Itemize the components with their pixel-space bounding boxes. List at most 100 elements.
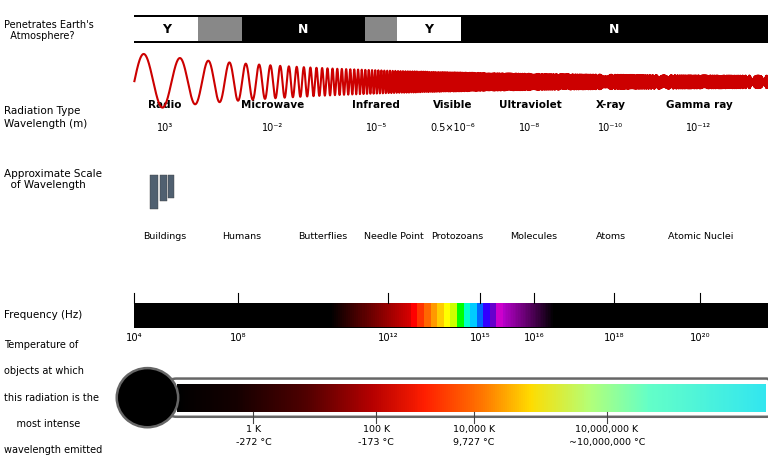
Bar [184, 384, 187, 412]
Bar [721, 384, 723, 412]
Bar [634, 384, 637, 412]
Bar [160, 175, 167, 201]
Bar [725, 384, 727, 412]
Text: Radio: Radio [148, 100, 182, 110]
Bar [672, 384, 674, 412]
Bar [497, 384, 499, 412]
Bar [496, 303, 503, 327]
Bar [212, 384, 214, 412]
Bar [360, 303, 362, 327]
Bar [653, 384, 654, 412]
Bar [405, 384, 407, 412]
Bar [438, 384, 440, 412]
Bar [389, 303, 391, 327]
Bar [285, 384, 286, 412]
Bar [485, 384, 487, 412]
Bar [688, 384, 690, 412]
Text: Atmosphere?: Atmosphere? [4, 31, 74, 41]
Bar [366, 384, 367, 412]
Bar [318, 384, 320, 412]
Bar [425, 384, 426, 412]
Text: Needle Point: Needle Point [364, 232, 424, 241]
Bar [546, 303, 548, 327]
Bar [359, 384, 362, 412]
Bar [552, 384, 554, 412]
Bar [267, 384, 269, 412]
Bar [243, 384, 246, 412]
Bar [682, 384, 684, 412]
Bar [513, 384, 515, 412]
Bar [731, 384, 733, 412]
Bar [324, 384, 326, 412]
Bar [353, 384, 356, 412]
Text: Penetrates Earth's: Penetrates Earth's [4, 20, 94, 30]
Bar [339, 384, 342, 412]
Bar [202, 384, 204, 412]
Bar [755, 384, 756, 412]
Bar [554, 384, 556, 412]
Bar [342, 384, 344, 412]
Bar [545, 303, 546, 327]
Text: 10⁻⁸: 10⁻⁸ [519, 123, 541, 133]
Text: Temperature of: Temperature of [4, 340, 78, 350]
Bar [515, 384, 517, 412]
Text: 10,000 K: 10,000 K [453, 425, 495, 434]
Bar [208, 384, 210, 412]
Bar [188, 384, 190, 412]
Bar [578, 384, 580, 412]
Bar [713, 384, 715, 412]
Bar [316, 384, 318, 412]
Bar [330, 303, 333, 327]
Bar [633, 384, 634, 412]
Bar [707, 384, 710, 412]
Bar [541, 384, 542, 412]
Text: Protozoans: Protozoans [431, 232, 483, 241]
Bar [753, 384, 755, 412]
Text: this radiation is the: this radiation is the [4, 393, 99, 403]
Bar [629, 384, 631, 412]
Bar [168, 175, 174, 198]
Bar [735, 384, 737, 412]
Text: 10⁻⁵: 10⁻⁵ [366, 123, 387, 133]
Bar [382, 303, 385, 327]
Bar [402, 303, 405, 327]
Bar [376, 303, 379, 327]
Bar [385, 384, 387, 412]
Bar [464, 384, 465, 412]
Text: Visible: Visible [433, 100, 473, 110]
Bar [409, 384, 411, 412]
Bar [627, 384, 629, 412]
Bar [536, 384, 538, 412]
Bar [407, 384, 409, 412]
Bar [548, 303, 550, 327]
Bar [510, 303, 511, 327]
Bar [409, 303, 411, 327]
Bar [452, 384, 454, 412]
Bar [617, 384, 619, 412]
Text: Microwave: Microwave [241, 100, 304, 110]
Bar [495, 384, 497, 412]
Bar [379, 303, 381, 327]
Bar [566, 384, 568, 412]
Bar [365, 303, 366, 327]
Bar [242, 17, 365, 41]
Bar [344, 303, 346, 327]
Bar [723, 384, 725, 412]
Bar [416, 384, 419, 412]
Bar [570, 384, 572, 412]
Bar [625, 384, 627, 412]
Bar [509, 384, 511, 412]
Bar [535, 303, 536, 327]
Bar [223, 384, 226, 412]
Text: 10⁻¹⁰: 10⁻¹⁰ [598, 123, 623, 133]
Text: X-ray: X-ray [595, 100, 626, 110]
Bar [444, 384, 446, 412]
Bar [275, 384, 277, 412]
Bar [706, 384, 707, 412]
Bar [605, 384, 607, 412]
Bar [395, 384, 397, 412]
Bar [363, 384, 366, 412]
Bar [660, 384, 662, 412]
Bar [760, 384, 763, 412]
Bar [349, 384, 352, 412]
